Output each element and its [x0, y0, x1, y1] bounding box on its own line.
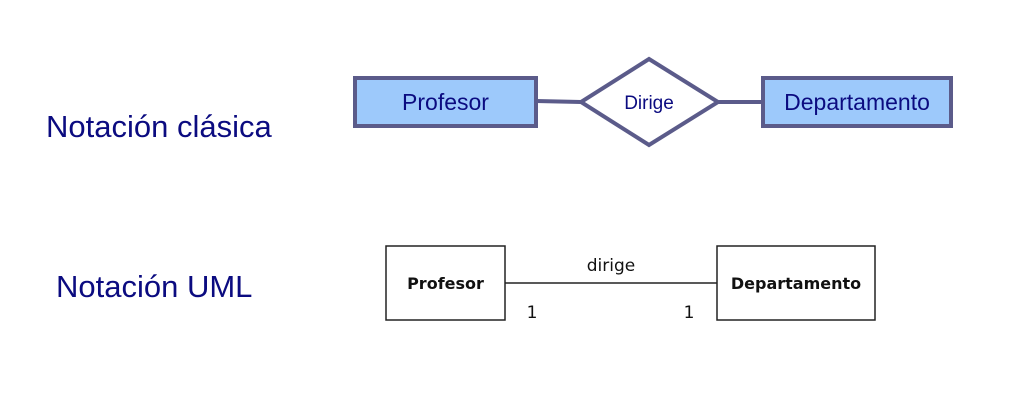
uml-diagram: Profesor dirige 1 1 Departamento: [385, 245, 876, 323]
entity-departamento: [761, 76, 953, 128]
uml-class-departamento-label: Departamento: [731, 274, 861, 293]
entity-departamento-label: Departamento: [784, 89, 930, 115]
uml-class-profesor: [385, 245, 506, 321]
uml-multiplicity-left: 1: [527, 303, 538, 323]
classic-er-diagram: Profesor Dirige Departamento: [353, 56, 953, 148]
uml-class-departamento: [716, 245, 876, 321]
uml-multiplicity-right: 1: [684, 303, 695, 323]
relationship-dirige-label: Dirige: [624, 93, 674, 114]
connector-left: [535, 99, 582, 104]
entity-profesor-label: Profesor: [402, 89, 489, 115]
entity-profesor: [353, 76, 538, 128]
uml-class-profesor-label: Profesor: [407, 274, 484, 293]
classic-notation-label: Notación clásica: [46, 109, 272, 144]
relationship-dirige: [577, 56, 722, 148]
uml-association-label: dirige: [587, 256, 635, 276]
uml-notation-label: Notación UML: [56, 269, 253, 304]
